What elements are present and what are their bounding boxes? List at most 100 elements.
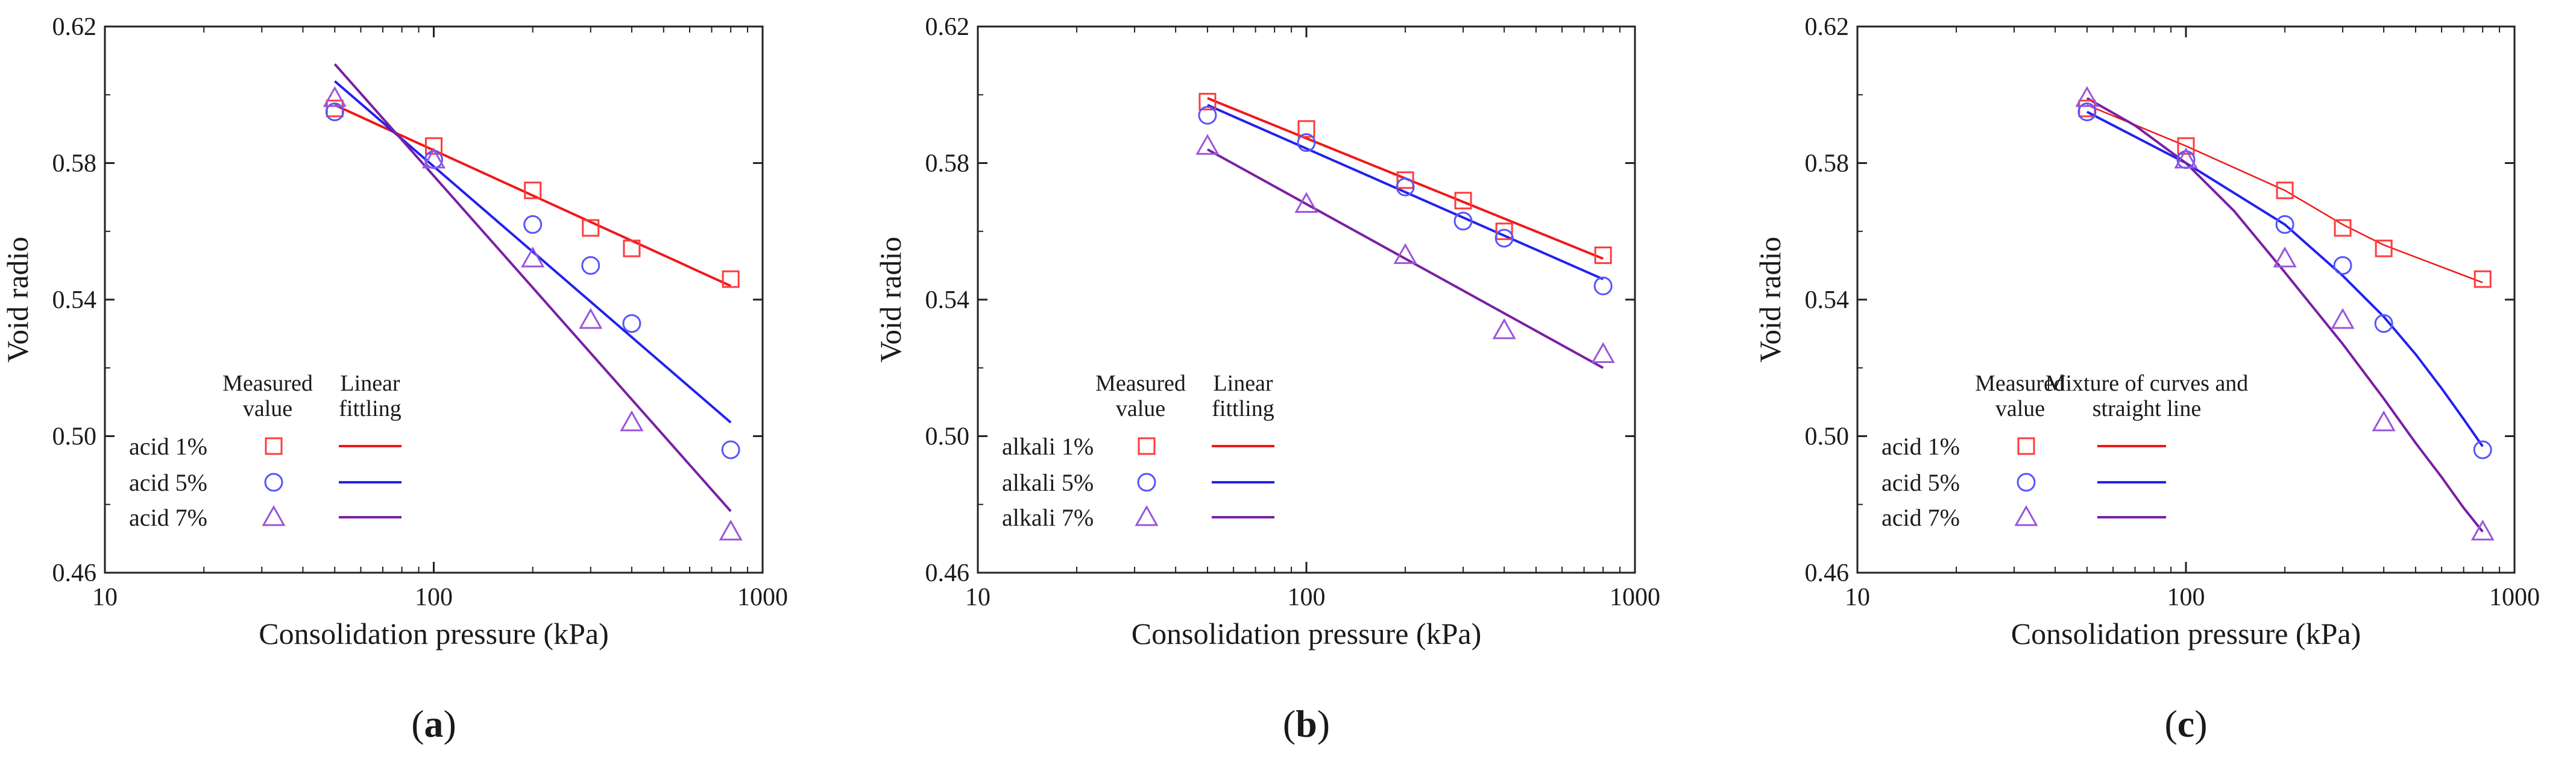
data-point-acid-7- bbox=[719, 520, 743, 541]
legend-marker bbox=[264, 473, 283, 492]
legend-label: acid 1% bbox=[129, 433, 207, 460]
data-point-alkali-7- bbox=[1591, 342, 1615, 364]
data-point-acid-1- bbox=[2474, 270, 2492, 288]
fit-line-acid-1- bbox=[334, 104, 731, 288]
data-point-acid-7- bbox=[620, 410, 644, 432]
x-axis-title: Consolidation pressure (kPa) bbox=[2011, 617, 2361, 650]
legend-label: acid 1% bbox=[1882, 433, 1960, 460]
chart-panel-b: 0.46 0.50 0.54 0.58 0.62 10 100 1000 Consolidati… bbox=[874, 13, 1660, 745]
data-point-alkali-1- bbox=[1297, 120, 1315, 138]
data-point-acid-1- bbox=[582, 219, 600, 237]
data-point-acid-5- bbox=[325, 102, 344, 122]
y-tick-label: 0.54 bbox=[1805, 286, 1850, 314]
x-axis-title: Consolidation pressure (kPa) bbox=[1132, 617, 1481, 650]
data-point-acid-1- bbox=[425, 137, 442, 155]
fit-line-alkali-7- bbox=[1206, 148, 1604, 370]
data-point-alkali-5- bbox=[1297, 133, 1316, 153]
legend: Measured value Linear fittling alkali 1% alka… bbox=[1002, 371, 1274, 531]
data-point-alkali-1- bbox=[1454, 192, 1472, 210]
data-point-alkali-5- bbox=[1396, 177, 1415, 197]
legend-line-header: Mixture of curves and straight line bbox=[2045, 371, 2249, 421]
chart-panel-c: 0.46 0.50 0.54 0.58 0.62 10 100 1000 Consolidati… bbox=[1753, 13, 2540, 745]
legend-label: alkali 1% bbox=[1002, 433, 1094, 460]
x-axis-title: Consolidation pressure (kPa) bbox=[259, 617, 608, 650]
data-point-acid-1- bbox=[2177, 137, 2195, 155]
data-point-acid-5- bbox=[2077, 102, 2097, 122]
y-tick-label: 0.50 bbox=[925, 423, 970, 451]
panel-label-letter: c bbox=[2178, 702, 2194, 745]
chart-panel-a: 0.46 0.50 0.54 0.58 0.62 10 100 1000 Consolidati… bbox=[1, 13, 788, 745]
legend-marker-header: Measured value bbox=[1975, 371, 2065, 421]
legend-marker bbox=[1138, 437, 1156, 455]
y-tick-label: 0.46 bbox=[52, 559, 97, 587]
data-point-alkali-1- bbox=[1495, 222, 1513, 241]
data-point-alkali-7- bbox=[1195, 134, 1220, 155]
x-tick-label: 1000 bbox=[1610, 584, 1660, 611]
x-tick-label: 1000 bbox=[737, 584, 788, 611]
legend-label: acid 7% bbox=[129, 504, 207, 531]
data-point-alkali-5- bbox=[1453, 212, 1473, 231]
fit-line-alkali-5- bbox=[1207, 104, 1604, 280]
data-point-acid-1- bbox=[2334, 219, 2352, 237]
x-tick-label: 10 bbox=[1845, 584, 1870, 611]
data-point-acid-5- bbox=[721, 440, 740, 459]
data-point-acid-7- bbox=[323, 86, 347, 107]
fit-line-acid-5- bbox=[2086, 110, 2484, 447]
data-point-acid-5- bbox=[2374, 314, 2393, 333]
legend-label: acid 5% bbox=[129, 469, 207, 496]
data-point-acid-7- bbox=[2075, 86, 2099, 107]
y-tick-label: 0.54 bbox=[52, 286, 97, 314]
x-tick-label: 100 bbox=[2167, 584, 2205, 611]
y-tick-label: 0.58 bbox=[52, 150, 97, 178]
legend-marker-header: Measured value bbox=[222, 371, 313, 421]
legend-label: alkali 5% bbox=[1002, 469, 1094, 496]
legend-label: acid 7% bbox=[1882, 504, 1960, 531]
data-point-alkali-1- bbox=[1198, 93, 1217, 111]
data-point-acid-5- bbox=[2473, 440, 2492, 459]
legend: Measured value Linear fittling acid 1% acid 5… bbox=[129, 371, 402, 531]
y-tick-label: 0.62 bbox=[1805, 13, 1850, 41]
data-point-acid-5- bbox=[2275, 215, 2294, 234]
legend-marker bbox=[2017, 437, 2035, 455]
data-point-acid-7- bbox=[2273, 247, 2297, 268]
data-point-acid-5- bbox=[2333, 256, 2352, 275]
legend-label: acid 5% bbox=[1882, 469, 1960, 496]
data-point-acid-7- bbox=[2331, 307, 2355, 329]
fit-line-acid-7- bbox=[333, 63, 732, 512]
legend-label: alkali 7% bbox=[1002, 504, 1094, 531]
legend-marker-header: Measured value bbox=[1095, 371, 1186, 421]
legend-marker bbox=[265, 437, 283, 455]
y-axis-title: Void radio bbox=[874, 237, 907, 363]
data-point-acid-7- bbox=[2471, 520, 2495, 541]
data-point-alkali-7- bbox=[1492, 318, 1516, 339]
data-point-alkali-1- bbox=[1396, 171, 1414, 189]
data-point-acid-7- bbox=[2372, 410, 2396, 432]
y-tick-label: 0.50 bbox=[1805, 423, 1850, 451]
legend-marker bbox=[2014, 505, 2038, 526]
panel-label: (b) bbox=[1283, 702, 1330, 745]
data-point-acid-7- bbox=[521, 247, 545, 268]
panel-label-letter: b bbox=[1296, 702, 1317, 745]
y-tick-label: 0.54 bbox=[925, 286, 970, 314]
data-point-acid-1- bbox=[524, 181, 542, 200]
data-point-alkali-5- bbox=[1494, 228, 1514, 248]
panel-label: (a) bbox=[411, 702, 456, 745]
data-point-acid-5- bbox=[622, 314, 641, 333]
y-tick-label: 0.58 bbox=[1805, 150, 1850, 178]
y-tick-label: 0.58 bbox=[925, 150, 970, 178]
data-point-acid-7- bbox=[579, 307, 603, 329]
y-tick-label: 0.50 bbox=[52, 423, 97, 451]
data-point-acid-1- bbox=[2375, 239, 2393, 257]
y-tick-label: 0.46 bbox=[1805, 559, 1850, 587]
legend-marker bbox=[1135, 505, 1159, 526]
x-tick-label: 100 bbox=[1288, 584, 1326, 611]
data-point-alkali-5- bbox=[1593, 276, 1613, 295]
legend-line-header: Linear fittling bbox=[1212, 371, 1274, 421]
data-point-acid-1- bbox=[2276, 181, 2294, 200]
legend-marker bbox=[1137, 473, 1156, 492]
x-tick-label: 1000 bbox=[2489, 584, 2540, 611]
y-tick-label: 0.62 bbox=[52, 13, 97, 41]
